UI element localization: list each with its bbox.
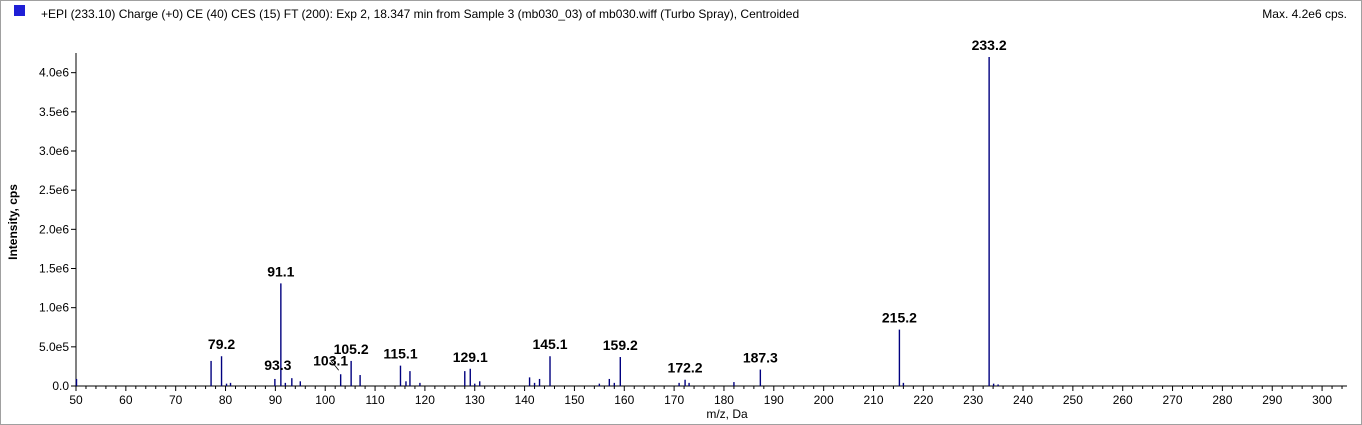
peak-label: 105.2 [334, 341, 369, 357]
x-tick-label: 300 [1312, 393, 1332, 407]
x-tick-label: 260 [1113, 393, 1133, 407]
x-tick-label: 170 [664, 393, 684, 407]
peak-label: 187.3 [743, 350, 778, 366]
y-tick-label: 1.5e6 [39, 262, 69, 276]
x-tick-label: 240 [1013, 393, 1033, 407]
y-tick-label: 0.0 [52, 379, 69, 393]
x-tick-label: 60 [119, 393, 133, 407]
x-tick-label: 160 [614, 393, 634, 407]
x-tick-label: 290 [1262, 393, 1282, 407]
peak-label: 115.1 [383, 346, 417, 362]
peak-label: 79.2 [208, 336, 235, 352]
x-tick-label: 280 [1212, 393, 1232, 407]
y-axis-ticks: 0.0 5.0e5 1.0e6 1.5e6 2.0e6 2.5e6 3.0e6 3.5e6 4.… [39, 66, 76, 393]
peak-series [75, 57, 999, 386]
spectrum-title: +EPI (233.10) Charge (+0) CE (40) CES (1… [41, 7, 799, 21]
peak-label: 233.2 [972, 37, 1007, 53]
x-tick-label: 200 [814, 393, 834, 407]
peak-label: 103.1 [313, 352, 348, 368]
max-intensity-label: Max. 4.2e6 cps. [1262, 7, 1347, 21]
x-tick-label: 140 [515, 393, 535, 407]
peak-label: 129.1 [453, 349, 488, 365]
y-tick-label: 5.0e5 [39, 340, 69, 354]
y-axis-title: Intensity, cps [6, 184, 20, 260]
x-tick-label: 150 [564, 393, 584, 407]
x-tick-label: 250 [1063, 393, 1083, 407]
y-tick-label: 2.5e6 [39, 183, 69, 197]
peak-label: 215.2 [882, 310, 917, 326]
x-tick-label: 130 [465, 393, 485, 407]
peak-label: 91.1 [267, 263, 294, 279]
x-axis-title: m/z, Da [706, 407, 748, 421]
peak-label: 159.2 [603, 337, 638, 353]
x-tick-label: 190 [764, 393, 784, 407]
y-tick-label: 2.0e6 [39, 222, 69, 236]
annotation-leader-line [330, 360, 339, 371]
peak-label: 172.2 [668, 360, 703, 376]
x-tick-label: 70 [169, 393, 183, 407]
x-tick-label: 210 [863, 393, 883, 407]
x-tick-label: 110 [365, 393, 384, 407]
x-tick-label: 120 [415, 393, 435, 407]
x-tick-label: 220 [913, 393, 933, 407]
x-tick-label: 80 [219, 393, 233, 407]
y-tick-label: 1.0e6 [39, 301, 69, 315]
x-tick-label: 270 [1163, 393, 1183, 407]
axes [75, 53, 1347, 387]
x-tick-label: 180 [714, 393, 734, 407]
x-tick-label: 230 [963, 393, 983, 407]
peak-label: 145.1 [532, 336, 567, 352]
series-color-swatch [14, 5, 25, 16]
x-tick-label: 50 [69, 393, 83, 407]
x-tick-label: 90 [269, 393, 283, 407]
x-axis-ticks: 50 60 70 80 90 100 110 120 130 140 150 160 170 180 190… [69, 386, 1343, 407]
x-tick-label: 100 [315, 393, 335, 407]
y-tick-label: 3.0e6 [39, 144, 69, 158]
peak-label: 93.3 [264, 357, 291, 373]
y-tick-label: 3.5e6 [39, 105, 69, 119]
y-tick-label: 4.0e6 [39, 66, 69, 80]
